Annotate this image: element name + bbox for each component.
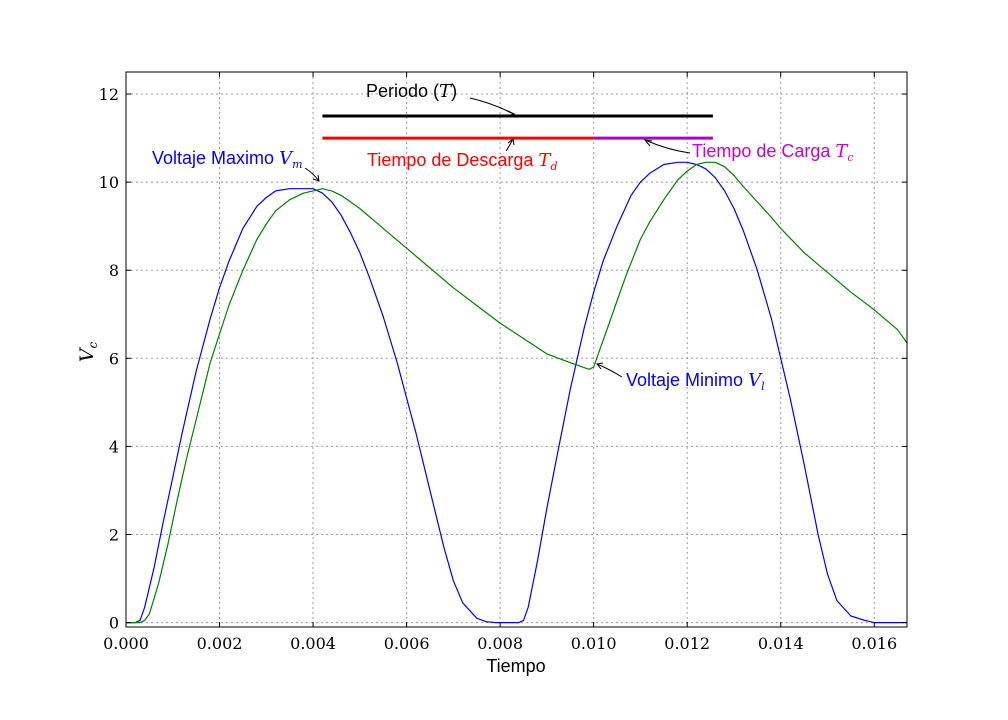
plot-frame <box>125 71 908 628</box>
arrow-minimo <box>596 363 623 378</box>
series-group <box>126 161 908 624</box>
x-tick-label: 0.000 <box>103 634 149 653</box>
series-line-1 <box>126 161 907 624</box>
x-tick-label: 0.012 <box>664 634 710 653</box>
y-tick-label: 4 <box>109 437 119 456</box>
grid <box>125 72 907 627</box>
annotation-tiempo-carga: Tiempo de Carga Tc <box>692 141 854 164</box>
y-axis-label-main: V <box>76 346 98 362</box>
svg-text:Vc: Vc <box>76 342 100 363</box>
ticks: 0.000 0.002 0.004 0.006 0.008 0.010 0.012 0.014… <box>99 72 907 653</box>
annotation-voltaje-maximo: Voltaje Maximo Vm <box>152 148 303 171</box>
arrow-descarga-head <box>507 138 515 146</box>
arrow-carga <box>644 139 691 154</box>
x-tick-label: 0.008 <box>477 634 523 653</box>
x-tick-label: 0.014 <box>758 634 804 653</box>
y-tick-label: 10 <box>99 173 119 192</box>
x-tick-label: 0.016 <box>851 634 897 653</box>
marker-lines <box>322 114 713 140</box>
y-tick-label: 6 <box>109 349 119 368</box>
y-axis-label: Vc <box>76 342 100 363</box>
arrow-periodo-head <box>506 110 516 117</box>
arrow-minimo-head <box>596 362 604 370</box>
x-tick-label: 0.002 <box>197 634 243 653</box>
annotation-tiempo-descarga: Tiempo de Descarga Td <box>367 150 557 173</box>
annotation-arrows <box>304 97 691 378</box>
y-axis-label-sub: c <box>86 342 100 349</box>
x-tick-label: 0.010 <box>571 634 617 653</box>
arrow-maximo <box>304 167 320 182</box>
x-tick-label: 0.004 <box>290 634 336 653</box>
y-tick-label: 2 <box>109 526 119 545</box>
x-axis-label: Tiempo <box>486 656 545 676</box>
y-tick-label: 0 <box>109 614 119 633</box>
y-tick-label: 8 <box>109 261 119 280</box>
y-tick-label: 12 <box>99 85 119 104</box>
x-tick-label: 0.006 <box>384 634 430 653</box>
arrow-carga-head <box>643 139 653 147</box>
series-line-2 <box>126 161 908 624</box>
annotation-voltaje-minimo: Voltaje Minimo Vl <box>626 370 765 393</box>
arrow-maximo-head <box>312 174 320 182</box>
annotation-periodo: Periodo (T) <box>366 81 457 102</box>
